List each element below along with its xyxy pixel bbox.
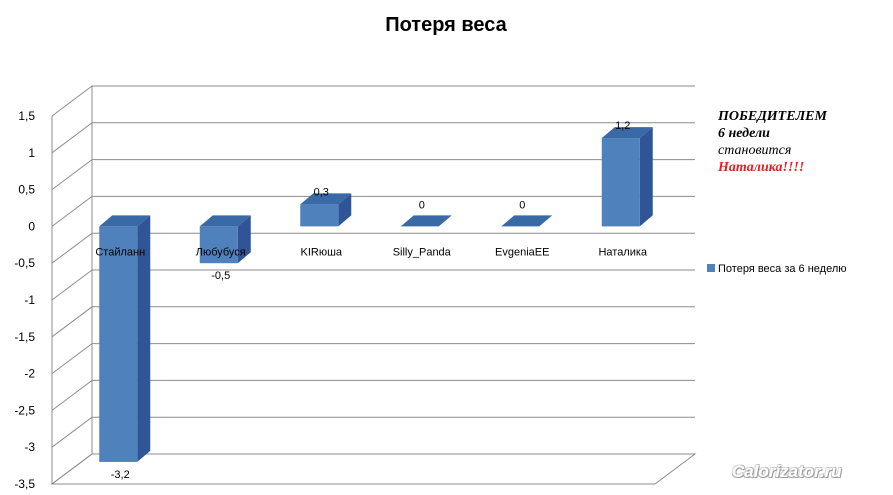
y-tick-label: -2 <box>24 367 35 381</box>
bar-top <box>501 215 553 227</box>
legend-label: Потеря веса за 6 неделю <box>718 263 847 275</box>
bar-top <box>601 127 653 139</box>
bars <box>99 127 653 462</box>
category-label: Любубуся <box>196 246 246 258</box>
floor <box>50 453 697 485</box>
bar-side <box>237 215 251 264</box>
chart-title: Потеря веса <box>385 14 507 36</box>
gridline <box>51 122 695 154</box>
y-tick-label: -3 <box>24 440 35 454</box>
bar <box>601 138 640 227</box>
chart-grid <box>50 85 697 485</box>
data-label: -0,5 <box>211 270 230 282</box>
annotation-line-2: 6 недели <box>718 126 770 141</box>
y-tick-label: -1,5 <box>14 330 35 344</box>
data-label: 1,2 <box>615 120 630 132</box>
bar-side <box>639 127 653 227</box>
winner-annotation: ПОБЕДИТЕЛЕМ 6 недели становится Наталика… <box>718 108 827 176</box>
bar-top <box>99 215 151 227</box>
y-tick-label: 0,5 <box>18 183 35 197</box>
category-label: Наталика <box>598 246 647 258</box>
y-tick-label: 1 <box>28 146 35 160</box>
legend-swatch <box>707 264 715 272</box>
data-label: 0,3 <box>314 186 329 198</box>
annotation-line-4: Наталика!!!! <box>718 160 805 175</box>
bar-top <box>300 193 352 205</box>
bar-side <box>338 193 352 227</box>
y-tick-label: 1,5 <box>18 109 35 123</box>
data-label: -3,2 <box>111 469 130 481</box>
category-label: Стайланн <box>95 246 145 258</box>
y-axis: 1,5 1 0,5 0 -0,5 -1 -1,5 -2 -2,5 -3 -3,5 <box>14 109 35 491</box>
y-tick-label: -2,5 <box>14 403 35 417</box>
category-label: EvgeniaEE <box>495 246 549 258</box>
labels: Стайланн -3,2 Любубуся -0,5 KIRюша 0,3 Silly_P… <box>95 120 648 481</box>
data-label: 0 <box>519 199 525 211</box>
y-tick-label: -3,5 <box>14 477 35 491</box>
gridline <box>51 159 695 191</box>
category-label: KIRюша <box>300 246 342 258</box>
bar-top <box>400 215 452 227</box>
annotation-line-1: ПОБЕДИТЕЛЕМ <box>718 109 827 124</box>
y-tick-label: 0 <box>28 219 35 233</box>
data-label: 0 <box>419 199 425 211</box>
watermark-logo: Calorizator.ru <box>732 462 842 481</box>
legend: Потеря веса за 6 неделю <box>707 263 847 275</box>
bar-side <box>137 215 151 462</box>
y-tick-label: -1 <box>24 293 35 307</box>
y-tick-label: -0,5 <box>14 256 35 270</box>
bar <box>199 226 238 264</box>
gridline <box>51 453 695 485</box>
bar-top <box>199 215 251 227</box>
bar <box>300 204 339 227</box>
bar <box>99 226 138 462</box>
category-label: Silly_Panda <box>393 246 452 258</box>
gridline <box>51 85 695 117</box>
annotation-line-3: становится <box>718 143 792 158</box>
